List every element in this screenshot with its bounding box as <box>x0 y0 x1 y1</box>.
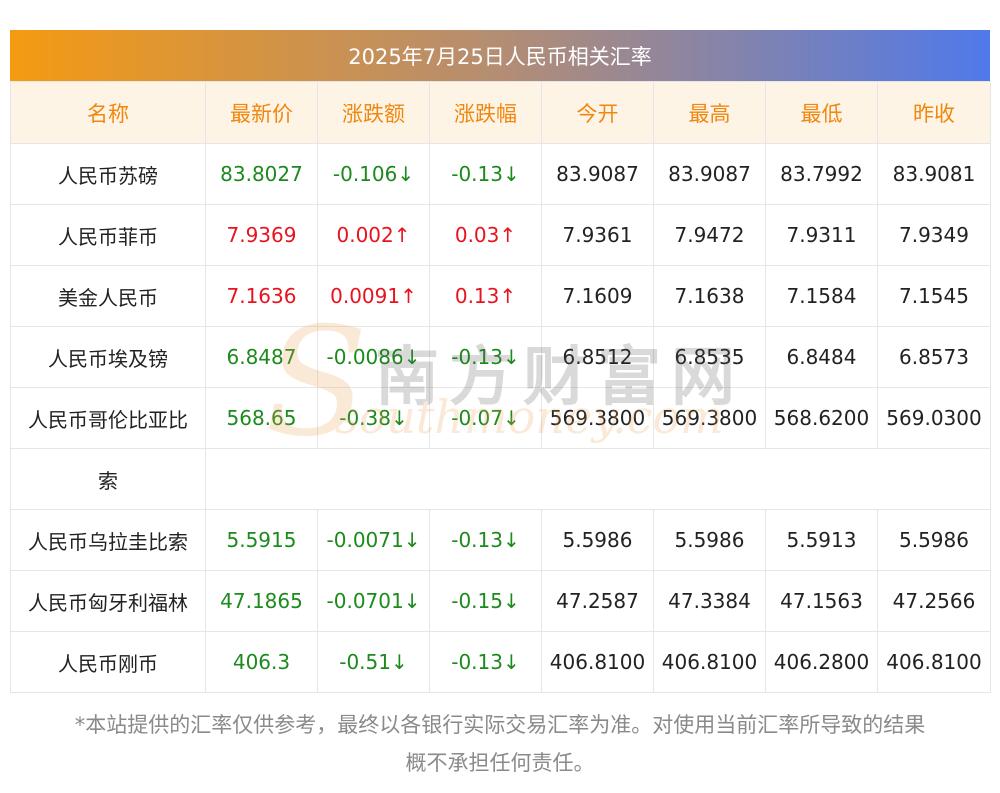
col-header-change: 涨跌额 <box>317 81 430 144</box>
currency-name: 人民币苏磅 <box>10 143 206 205</box>
col-header-pct: 涨跌幅 <box>429 81 542 144</box>
prev-close: 7.1545 <box>877 265 991 327</box>
latest-price: 7.1636 <box>205 265 318 327</box>
col-header-latest: 最新价 <box>205 81 318 144</box>
low-price: 47.1563 <box>765 570 878 632</box>
high-price: 5.5986 <box>653 509 766 571</box>
low-price: 5.5913 <box>765 509 878 571</box>
open-price: 83.9087 <box>541 143 654 205</box>
open-price: 7.1609 <box>541 265 654 327</box>
page-title: 2025年7月25日人民币相关汇率 <box>10 30 990 81</box>
high-price: 83.9087 <box>653 143 766 205</box>
latest-price: 406.3 <box>205 631 318 693</box>
prev-close: 6.8573 <box>877 326 991 388</box>
prev-close: 7.9349 <box>877 204 991 266</box>
prev-close: 83.9081 <box>877 143 991 205</box>
open-price: 569.3800 <box>541 387 654 449</box>
table-row: 人民币埃及镑 6.8487 -0.0086↓ -0.13↓ 6.8512 6.8… <box>10 326 991 388</box>
table-row: 人民币苏磅 83.8027 -0.106↓ -0.13↓ 83.9087 83.… <box>10 143 991 205</box>
latest-price: 6.8487 <box>205 326 318 388</box>
disclaimer: *本站提供的汇率仅供参考，最终以各银行实际交易汇率为准。对使用当前汇率所导致的结… <box>10 706 990 782</box>
low-price: 7.1584 <box>765 265 878 327</box>
change-percent: 0.03↑ <box>429 204 542 266</box>
prev-close: 569.0300 <box>877 387 991 449</box>
change-amount: -0.0071↓ <box>317 509 430 571</box>
currency-name: 人民币哥伦比亚比 <box>10 387 206 449</box>
table-header-row: 名称 最新价 涨跌额 涨跌幅 今开 最高 最低 昨收 <box>10 81 991 144</box>
col-header-high: 最高 <box>653 81 766 144</box>
col-header-open: 今开 <box>541 81 654 144</box>
empty-cell <box>205 448 991 510</box>
change-percent: -0.07↓ <box>429 387 542 449</box>
low-price: 406.2800 <box>765 631 878 693</box>
change-percent: -0.13↓ <box>429 326 542 388</box>
change-percent: -0.13↓ <box>429 509 542 571</box>
currency-name: 美金人民币 <box>10 265 206 327</box>
high-price: 6.8535 <box>653 326 766 388</box>
col-header-prev: 昨收 <box>877 81 991 144</box>
high-price: 7.9472 <box>653 204 766 266</box>
change-amount: -0.0701↓ <box>317 570 430 632</box>
table-row: 人民币乌拉圭比索 5.5915 -0.0071↓ -0.13↓ 5.5986 5… <box>10 509 991 571</box>
open-price: 7.9361 <box>541 204 654 266</box>
currency-name: 人民币菲币 <box>10 204 206 266</box>
change-amount: -0.38↓ <box>317 387 430 449</box>
high-price: 47.3384 <box>653 570 766 632</box>
change-percent: -0.13↓ <box>429 631 542 693</box>
low-price: 568.6200 <box>765 387 878 449</box>
currency-name-continued: 索 <box>10 448 206 510</box>
exchange-rate-table: 名称 最新价 涨跌额 涨跌幅 今开 最高 最低 昨收 人民币苏磅 83.8027… <box>10 81 991 693</box>
col-header-name: 名称 <box>10 81 206 144</box>
change-percent: -0.15↓ <box>429 570 542 632</box>
disclaimer-line-1: *本站提供的汇率仅供参考，最终以各银行实际交易汇率为准。对使用当前汇率所导致的结… <box>74 713 926 737</box>
high-price: 406.8100 <box>653 631 766 693</box>
change-amount: 0.0091↑ <box>317 265 430 327</box>
table-row-continuation: 索 <box>10 448 991 510</box>
low-price: 83.7992 <box>765 143 878 205</box>
latest-price: 7.9369 <box>205 204 318 266</box>
change-amount: 0.002↑ <box>317 204 430 266</box>
prev-close: 5.5986 <box>877 509 991 571</box>
change-amount: -0.51↓ <box>317 631 430 693</box>
currency-name: 人民币刚币 <box>10 631 206 693</box>
table-row: 人民币刚币 406.3 -0.51↓ -0.13↓ 406.8100 406.8… <box>10 631 991 693</box>
latest-price: 5.5915 <box>205 509 318 571</box>
open-price: 6.8512 <box>541 326 654 388</box>
change-percent: 0.13↑ <box>429 265 542 327</box>
change-amount: -0.0086↓ <box>317 326 430 388</box>
open-price: 406.8100 <box>541 631 654 693</box>
open-price: 5.5986 <box>541 509 654 571</box>
change-amount: -0.106↓ <box>317 143 430 205</box>
table-row: 人民币菲币 7.9369 0.002↑ 0.03↑ 7.9361 7.9472 … <box>10 204 991 266</box>
prev-close: 47.2566 <box>877 570 991 632</box>
high-price: 7.1638 <box>653 265 766 327</box>
low-price: 6.8484 <box>765 326 878 388</box>
currency-name: 人民币埃及镑 <box>10 326 206 388</box>
low-price: 7.9311 <box>765 204 878 266</box>
change-percent: -0.13↓ <box>429 143 542 205</box>
table-row: 人民币哥伦比亚比 568.65 -0.38↓ -0.07↓ 569.3800 5… <box>10 387 991 449</box>
disclaimer-line-2: 概不承担任何责任。 <box>405 751 595 775</box>
latest-price: 83.8027 <box>205 143 318 205</box>
latest-price: 47.1865 <box>205 570 318 632</box>
latest-price: 568.65 <box>205 387 318 449</box>
currency-name: 人民币乌拉圭比索 <box>10 509 206 571</box>
table-row: 人民币匈牙利福林 47.1865 -0.0701↓ -0.15↓ 47.2587… <box>10 570 991 632</box>
title-text: 2025年7月25日人民币相关汇率 <box>348 44 652 69</box>
prev-close: 406.8100 <box>877 631 991 693</box>
high-price: 569.3800 <box>653 387 766 449</box>
currency-name: 人民币匈牙利福林 <box>10 570 206 632</box>
open-price: 47.2587 <box>541 570 654 632</box>
col-header-low: 最低 <box>765 81 878 144</box>
table-row: 美金人民币 7.1636 0.0091↑ 0.13↑ 7.1609 7.1638… <box>10 265 991 327</box>
